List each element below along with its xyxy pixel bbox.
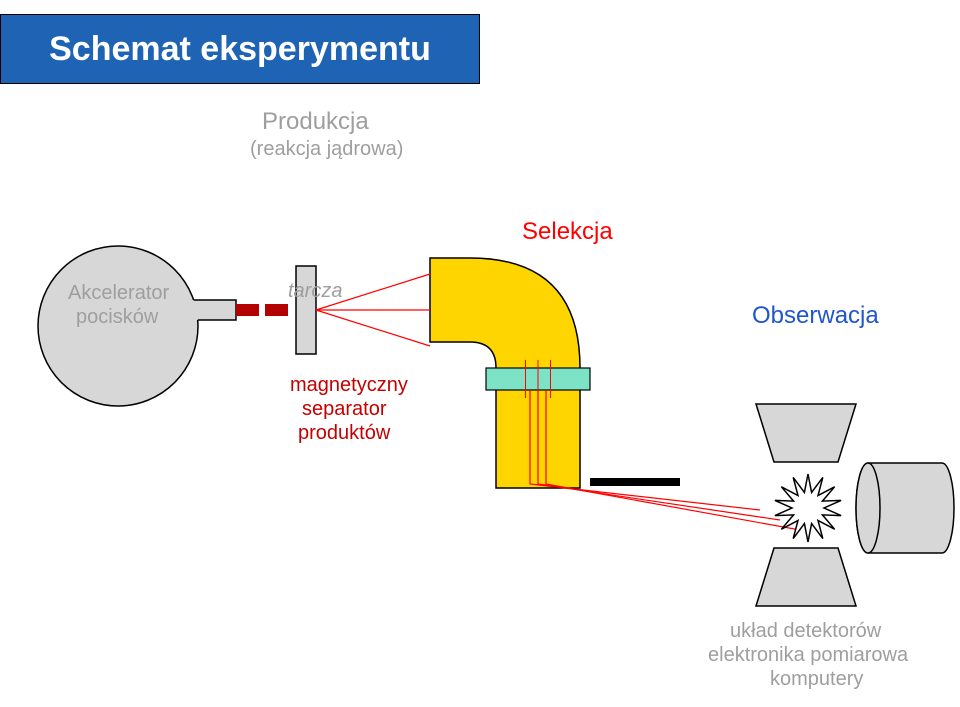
label-selekcja: Selekcja: [522, 218, 613, 246]
label-tarcza: tarcza: [288, 280, 342, 303]
label-separator: separator: [302, 398, 387, 421]
label-obserwacja: Obserwacja: [752, 302, 879, 330]
label-elektronika: elektronika pomiarowa: [708, 644, 908, 667]
label-produktow: produktów: [298, 422, 390, 445]
label-produkcja: Produkcja: [262, 108, 369, 136]
diagram-canvas: Schemat eksperymentu Produkcja (reakcja …: [0, 0, 960, 707]
label-detektorow: układ detektorów: [730, 620, 881, 643]
experiment-schematic: [0, 0, 960, 707]
label-reakcja: (reakcja jądrowa): [250, 138, 403, 161]
label-komputery: komputery: [770, 668, 863, 691]
label-akcelerator-1: Akcelerator: [68, 282, 169, 305]
label-akcelerator-2: pocisków: [76, 306, 158, 329]
label-magnetyczny: magnetyczny: [290, 374, 408, 397]
